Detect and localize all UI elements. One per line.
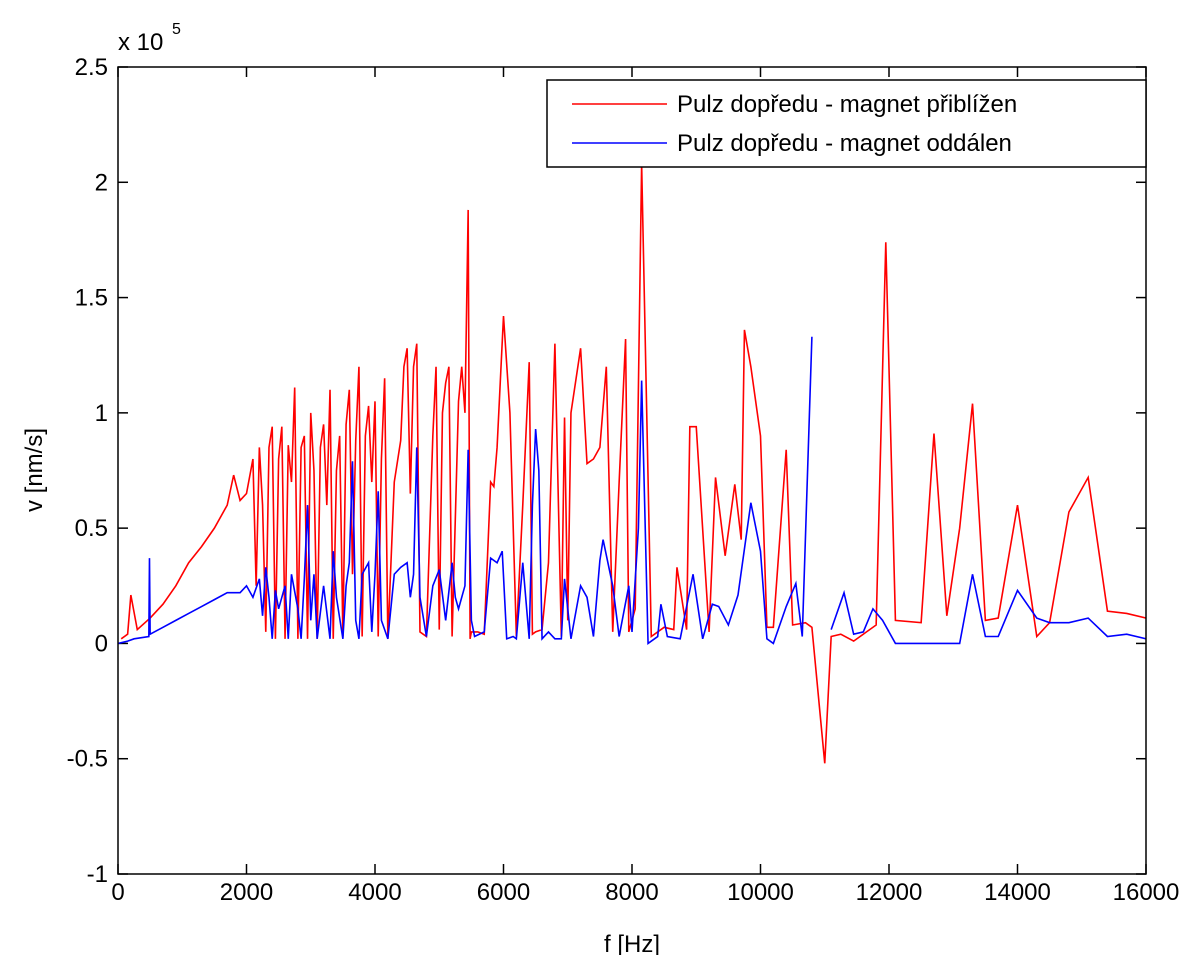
x-axis-label: f [Hz] [604,931,660,955]
y-tick-label: 1.5 [75,285,108,312]
x-tick-label: 14000 [984,879,1051,906]
y-tick-label: 1 [95,400,108,427]
x-tick-label: 4000 [348,879,401,906]
legend-label: Pulz dopředu - magnet přiblížen [677,91,1017,118]
x-tick-label: 8000 [605,879,658,906]
y-tick-label: 2 [95,169,108,196]
x-tick-label: 6000 [477,879,530,906]
series-line [118,336,1146,645]
x-tick-label: 10000 [727,879,794,906]
x-tick-label: 12000 [856,879,923,906]
y-axis-label: v [nm/s] [21,428,48,512]
plot-frame [117,66,1147,875]
x-tick-label: 2000 [220,879,273,906]
legend-label: Pulz dopředu - magnet oddálen [677,130,1012,157]
series-line [120,163,1146,764]
y-tick-label: 2.5 [75,54,108,81]
y-tick-label: 0.5 [75,515,108,542]
legend-box [546,79,1147,168]
y-tick-label: 0 [95,630,108,657]
x-tick-label: 0 [111,879,124,906]
y-tick-label: -0.5 [67,746,108,773]
y-multiplier-exponent: 5 [172,21,181,38]
y-tick-label: -1 [87,861,108,888]
y-multiplier: x 10 [118,29,163,56]
x-tick-label: 16000 [1113,879,1180,906]
